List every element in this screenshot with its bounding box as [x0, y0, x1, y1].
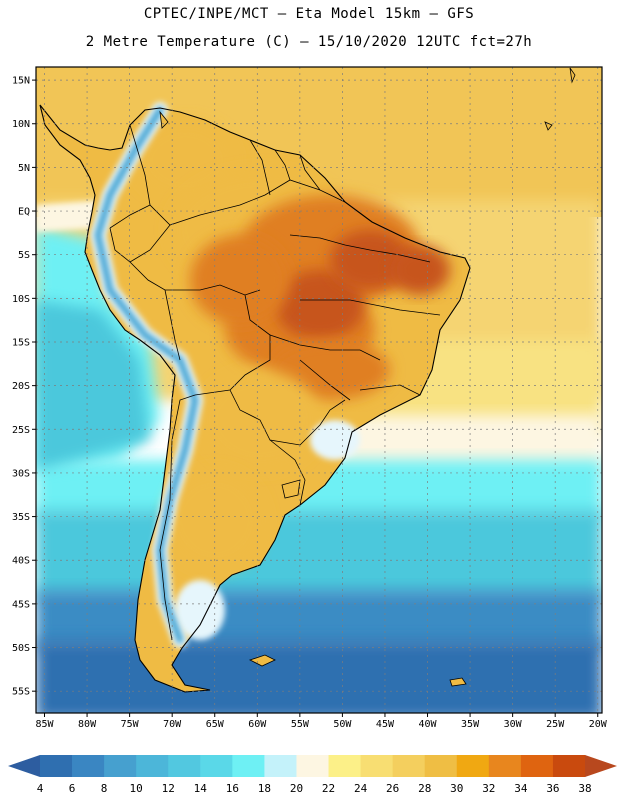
lat-tick-label: 20S: [12, 381, 30, 392]
colorbar-label: 16: [226, 782, 239, 795]
colorbar-label: 24: [354, 782, 368, 795]
lat-tick-label: 5S: [18, 250, 30, 261]
colorbar-swatch: [424, 755, 458, 777]
lat-tick-label: 30S: [12, 468, 30, 479]
colorbar-label: 10: [130, 782, 143, 795]
lat-tick-label: 35S: [12, 512, 30, 523]
colorbar-swatch: [72, 755, 105, 777]
lat-tick-label: 15N: [12, 76, 30, 87]
lat-tick-label: 40S: [12, 556, 30, 567]
longitude-axis: 85W 80W 75W 70W 65W 60W 55W 50W 45W 40W 35W 30W 25W 2…: [35, 713, 608, 730]
colorbar-label: 34: [514, 782, 528, 795]
colorbar-label: 14: [194, 782, 208, 795]
colorbar-swatch: [136, 755, 169, 777]
lon-tick-label: 65W: [206, 719, 225, 730]
lat-tick-label: 5N: [18, 163, 30, 174]
lon-tick-label: 20W: [589, 719, 608, 730]
colorbar-swatch: [488, 755, 522, 777]
lon-tick-label: 75W: [121, 719, 140, 730]
colorbar-swatch: [328, 755, 361, 777]
coastline: [39, 104, 471, 693]
lon-tick-label: 50W: [333, 719, 352, 730]
colorbar-swatch: [552, 755, 586, 777]
colorbar: 4 6 8 10 12 14 16 18 20 22 24 26 28 30 32 34 36 38: [8, 755, 617, 795]
ocean-field-pacific-cold: [36, 300, 150, 470]
colorbar-swatch: [40, 755, 73, 777]
colorbar-label: 26: [386, 782, 399, 795]
map-title-line2: 2 Metre Temperature (C) – 15/10/2020 12U…: [85, 34, 533, 50]
lat-tick-label: 10S: [12, 294, 30, 305]
colorbar-high-arrow: [585, 755, 617, 777]
country-borders: [109, 124, 441, 641]
colorbar-swatch: [392, 755, 426, 777]
colorbar-swatch: [104, 755, 137, 777]
lon-tick-label: 55W: [291, 719, 310, 730]
colorbar-label: 8: [101, 782, 108, 795]
lat-tick-label: 10N: [12, 119, 30, 130]
lon-tick-label: 70W: [163, 719, 182, 730]
colorbar-label: 20: [290, 782, 303, 795]
lon-tick-label: 35W: [461, 719, 480, 730]
lat-tick-label: 15S: [12, 337, 30, 348]
map-title-line1: CPTEC/INPE/MCT – Eta Model 15km – GFS: [143, 6, 475, 22]
lat-tick-label: 25S: [12, 425, 30, 436]
colorbar-label: 6: [69, 782, 76, 795]
lon-tick-label: 80W: [78, 719, 97, 730]
colorbar-swatch: [456, 755, 490, 777]
colorbar-label: 28: [418, 782, 431, 795]
colorbar-swatch: [168, 755, 201, 777]
colorbar-label: 30: [450, 782, 463, 795]
latitude-axis: 15N 10N 5N EQ 5S 10S 15S 20S 25S 30S 35S 40S 45S 50S 5…: [12, 76, 36, 698]
map-plot-area: [36, 67, 602, 713]
lat-tick-label: 55S: [12, 687, 30, 698]
lon-tick-label: 40W: [418, 719, 437, 730]
ocean-field-equatorial-pale: [36, 200, 105, 232]
ocean-field-teal: [36, 510, 602, 600]
colorbar-label: 12: [162, 782, 175, 795]
lon-tick-label: 60W: [248, 719, 267, 730]
lon-tick-label: 85W: [35, 719, 54, 730]
ocean-field-deep: [36, 640, 602, 713]
colorbar-label: 22: [322, 782, 335, 795]
lat-tick-label: 50S: [12, 643, 30, 654]
colorbar-label: 36: [546, 782, 559, 795]
colorbar-label: 18: [258, 782, 271, 795]
map-frame: [35, 66, 603, 714]
colorbar-label: 38: [578, 782, 591, 795]
colorbar-swatch: [232, 755, 265, 777]
lon-tick-label: 30W: [504, 719, 523, 730]
lat-tick-label: EQ: [18, 207, 30, 218]
lat-tick-label: 45S: [12, 599, 30, 610]
lon-tick-label: 45W: [376, 719, 395, 730]
colorbar-label: 32: [482, 782, 495, 795]
colorbar-label: 4: [37, 782, 44, 795]
colorbar-swatch: [520, 755, 554, 777]
lon-tick-label: 25W: [546, 719, 565, 730]
colorbar-swatch: [296, 755, 329, 777]
islands: [159, 67, 576, 687]
colorbar-low-arrow: [8, 755, 40, 777]
graticule: [36, 67, 602, 713]
colorbar-swatch: [200, 755, 233, 777]
colorbar-swatch: [360, 755, 394, 777]
colorbar-swatch: [264, 755, 297, 777]
